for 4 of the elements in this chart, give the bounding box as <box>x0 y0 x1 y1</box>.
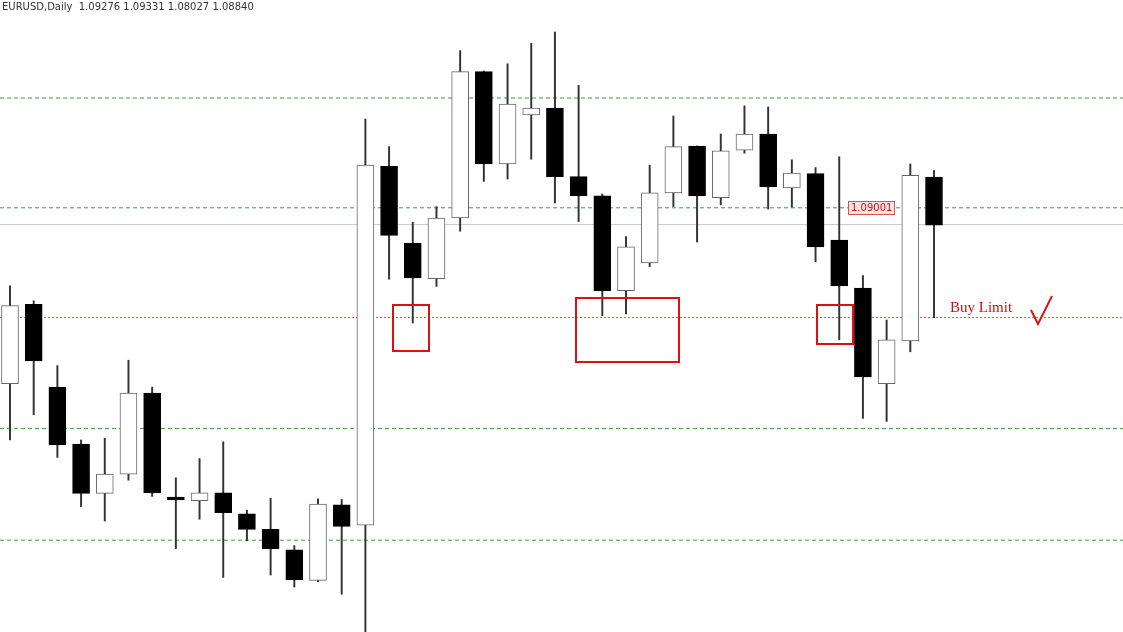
chart-title: EURUSD,Daily 1.09276 1.09331 1.08027 1.08840 <box>2 1 254 12</box>
ref-line-label: Buy Limit <box>950 299 1013 316</box>
candlestick <box>522 43 541 160</box>
annotation: 1.09001 <box>848 201 896 215</box>
